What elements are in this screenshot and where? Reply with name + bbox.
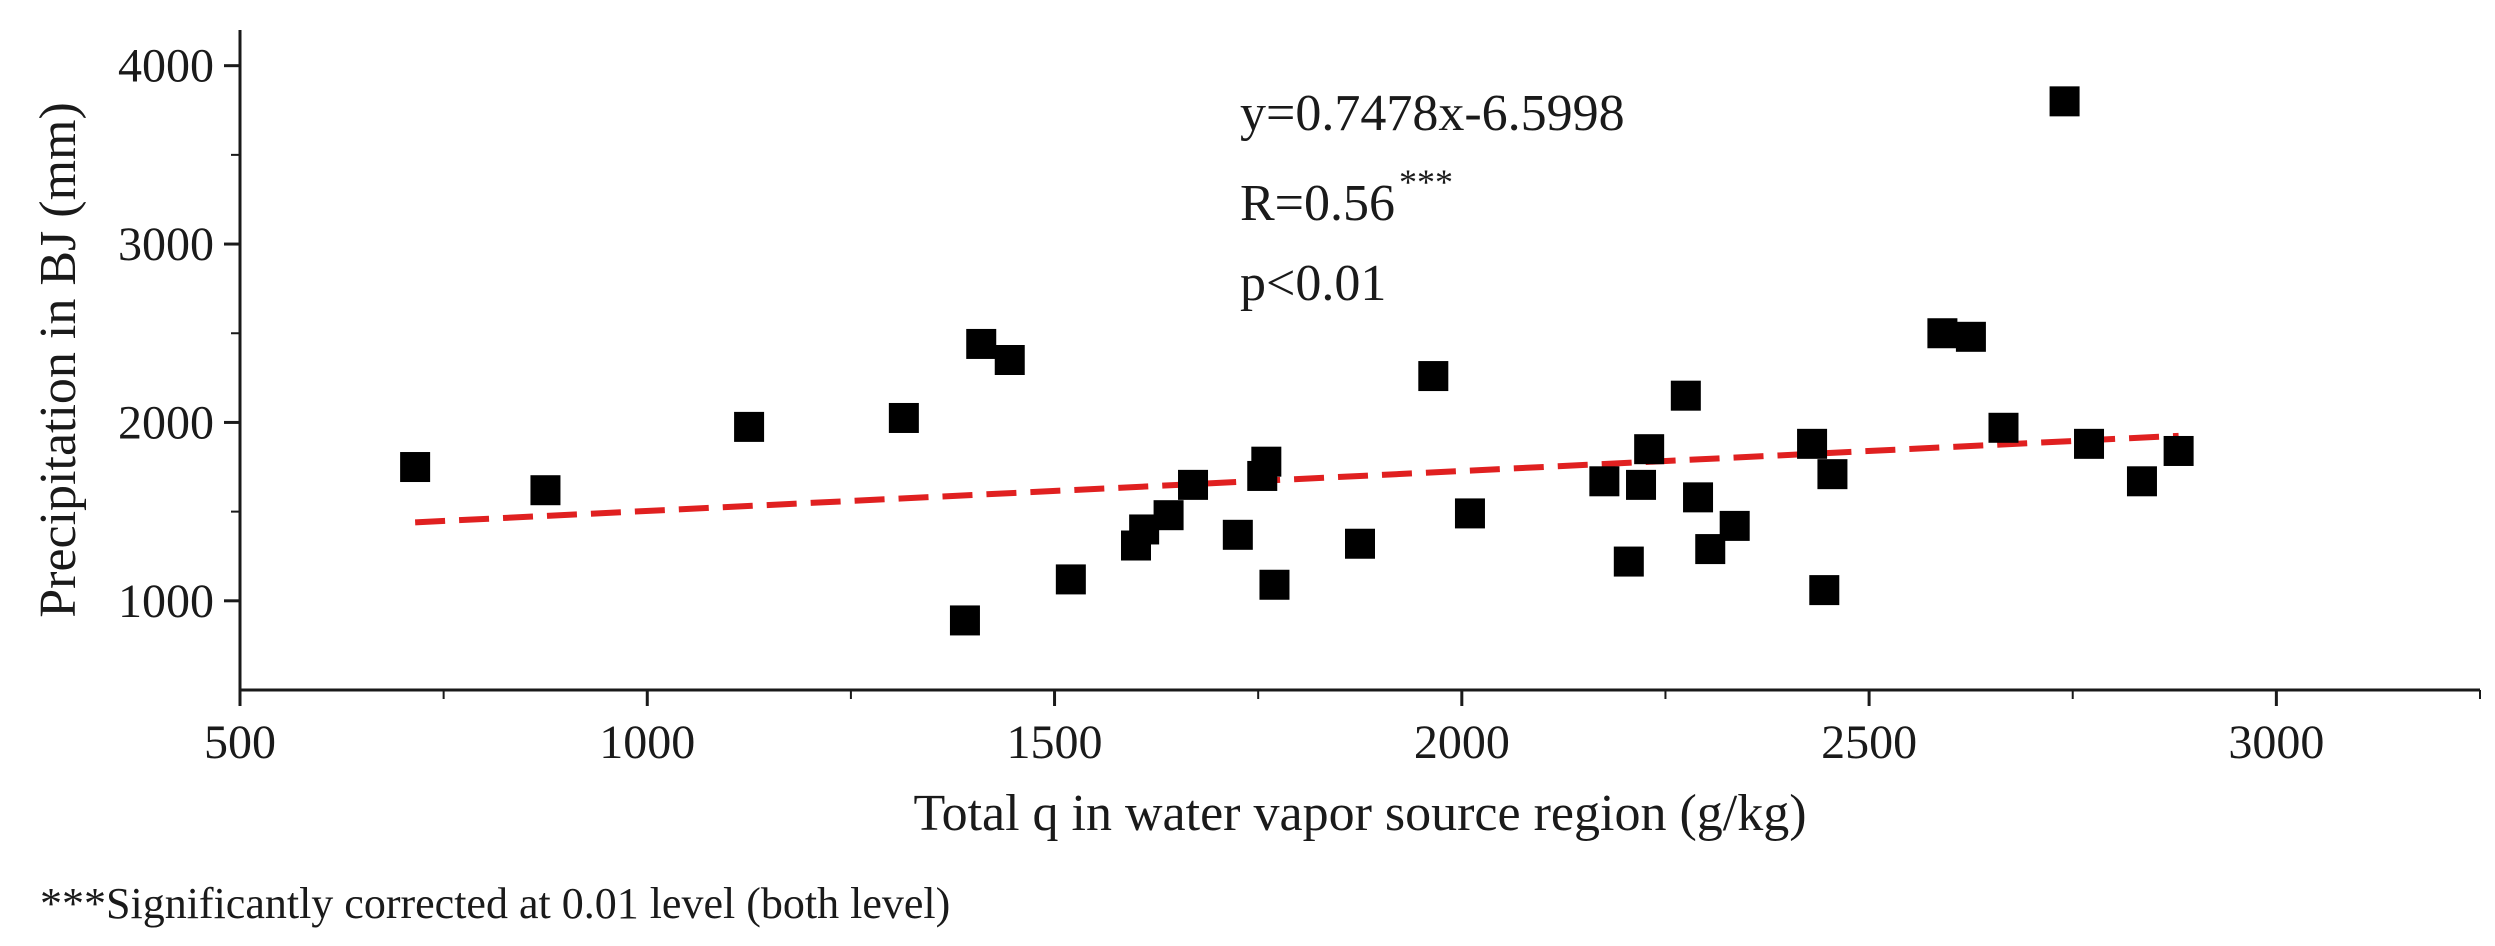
data-point — [1153, 500, 1184, 531]
y-tick-label: 2000 — [118, 396, 214, 449]
data-point — [1634, 434, 1665, 465]
data-point — [530, 475, 561, 506]
y-axis-title: Precipitation in BJ (mm) — [30, 102, 87, 618]
data-point — [2163, 435, 2194, 466]
data-point — [1988, 412, 2019, 443]
data-point — [2049, 86, 2080, 117]
data-point — [400, 452, 431, 483]
regression-equation: y=0.7478x-6.5998 — [1240, 85, 1625, 142]
data-point — [2126, 466, 2157, 497]
data-point — [1418, 361, 1449, 392]
x-tick-label: 2000 — [1414, 716, 1510, 769]
data-point — [1797, 428, 1828, 459]
y-tick-label: 4000 — [118, 40, 214, 93]
data-point — [994, 345, 1025, 375]
data-point — [734, 411, 765, 442]
significance-stars: *** — [1399, 162, 1453, 202]
data-point — [1809, 575, 1840, 606]
data-points — [400, 86, 2194, 636]
data-point — [1454, 498, 1485, 529]
x-tick-label: 3000 — [2228, 716, 2324, 769]
data-point — [949, 605, 980, 636]
x-axis-title: Total q in water vapor source region (g/… — [913, 785, 1806, 842]
data-point — [1626, 469, 1657, 500]
x-tick-label: 500 — [204, 716, 276, 769]
data-point — [1589, 466, 1620, 497]
data-point — [1955, 321, 1986, 352]
data-point — [1251, 446, 1282, 477]
data-point — [1817, 459, 1848, 490]
data-point — [1719, 510, 1750, 541]
y-tick-label: 3000 — [118, 218, 214, 271]
x-tick-label: 1500 — [1007, 716, 1103, 769]
y-ticks: 1000 2000 3000 4000 — [118, 40, 240, 628]
regression-fit-line — [414, 432, 2179, 526]
data-point — [1345, 528, 1375, 559]
data-point — [1683, 482, 1714, 513]
footnote: ***Significantly corrected at 0.01 level… — [40, 879, 950, 928]
p-value-annotation: p<0.01 — [1240, 255, 1386, 312]
data-point — [2074, 428, 2105, 459]
correlation-text: R=0.56 — [1240, 175, 1395, 232]
data-point — [888, 402, 919, 433]
data-point — [1178, 469, 1209, 500]
data-point — [1259, 569, 1290, 600]
data-point — [1613, 546, 1644, 577]
data-point — [966, 328, 997, 359]
data-point — [1222, 519, 1253, 550]
data-point — [1055, 564, 1086, 595]
y-tick-label: 1000 — [118, 575, 214, 628]
correlation-annotation: R=0.56 *** — [1240, 162, 1453, 232]
x-ticks: 500 1000 1500 2000 2500 3000 — [204, 690, 2481, 769]
x-tick-label: 2500 — [1821, 716, 1917, 769]
x-tick-label: 1000 — [599, 716, 695, 769]
data-point — [1670, 380, 1701, 411]
data-point — [1927, 318, 1958, 349]
